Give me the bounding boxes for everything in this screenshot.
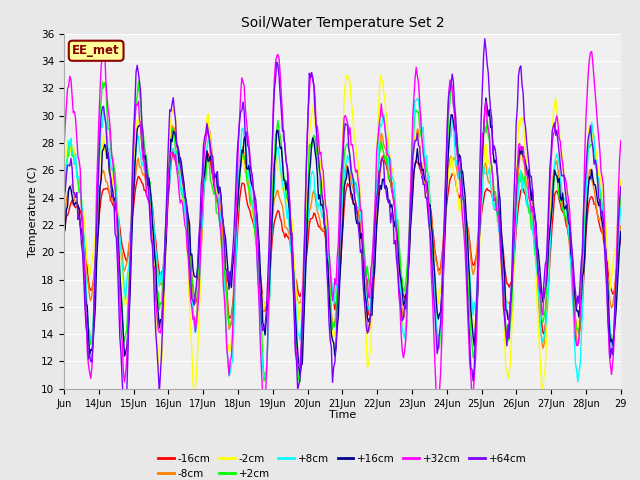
+32cm <box>373 148 381 154</box>
+64cm <box>120 406 128 411</box>
-2cm <box>401 305 408 311</box>
+8cm <box>617 204 625 210</box>
+8cm <box>399 328 406 334</box>
+32cm <box>101 48 109 53</box>
-2cm <box>296 308 304 313</box>
+8cm <box>574 379 582 384</box>
+16cm <box>234 208 241 214</box>
Title: Soil/Water Temperature Set 2: Soil/Water Temperature Set 2 <box>241 16 444 30</box>
+16cm <box>399 302 407 308</box>
-2cm <box>234 189 242 195</box>
-2cm <box>190 392 198 398</box>
+32cm <box>617 138 625 144</box>
-16cm <box>540 331 548 337</box>
Line: -16cm: -16cm <box>64 149 621 334</box>
-16cm <box>568 265 576 271</box>
+16cm <box>470 343 478 349</box>
+64cm <box>296 376 304 382</box>
+64cm <box>470 363 478 369</box>
+16cm <box>568 258 576 264</box>
+8cm <box>413 96 421 101</box>
-8cm <box>470 267 478 273</box>
Text: EE_met: EE_met <box>72 44 120 57</box>
-8cm <box>234 195 242 201</box>
+64cm <box>399 315 407 321</box>
-2cm <box>617 177 625 182</box>
+64cm <box>481 36 488 42</box>
+2cm <box>134 79 142 84</box>
-2cm <box>568 264 576 270</box>
-8cm <box>60 224 68 230</box>
+16cm <box>373 223 381 228</box>
-2cm <box>374 125 381 131</box>
+8cm <box>60 197 68 203</box>
-16cm <box>296 294 304 300</box>
+8cm <box>295 331 303 337</box>
+16cm <box>482 95 490 101</box>
-16cm <box>234 217 242 223</box>
-8cm <box>168 122 176 128</box>
+32cm <box>234 141 242 147</box>
+2cm <box>568 268 576 274</box>
+32cm <box>568 263 576 268</box>
+32cm <box>433 403 441 408</box>
Line: +64cm: +64cm <box>64 39 621 408</box>
+2cm <box>234 187 242 193</box>
-16cm <box>170 146 177 152</box>
-8cm <box>568 278 576 284</box>
+2cm <box>472 338 479 344</box>
+64cm <box>568 246 576 252</box>
+64cm <box>373 195 381 201</box>
+2cm <box>374 183 381 189</box>
+2cm <box>617 189 625 194</box>
Line: +32cm: +32cm <box>64 50 621 406</box>
Legend: -16cm, -8cm, -2cm, +2cm, +8cm, +16cm, +32cm, +64cm: -16cm, -8cm, -2cm, +2cm, +8cm, +16cm, +3… <box>154 449 531 480</box>
+32cm <box>472 357 479 363</box>
-16cm <box>373 218 381 224</box>
Line: -8cm: -8cm <box>64 125 621 348</box>
+2cm <box>296 379 304 385</box>
+8cm <box>234 216 241 221</box>
-2cm <box>60 181 68 187</box>
+16cm <box>617 228 625 234</box>
+2cm <box>60 204 68 210</box>
Y-axis label: Temperature (C): Temperature (C) <box>28 166 38 257</box>
Line: +8cm: +8cm <box>64 98 621 382</box>
+16cm <box>60 230 68 236</box>
+16cm <box>295 364 303 370</box>
-8cm <box>617 223 625 228</box>
-16cm <box>399 292 407 298</box>
+8cm <box>567 261 575 266</box>
+8cm <box>470 300 478 305</box>
+32cm <box>399 355 407 360</box>
-8cm <box>373 201 381 207</box>
+2cm <box>401 287 408 292</box>
+8cm <box>372 210 380 216</box>
-2cm <box>342 72 350 78</box>
+32cm <box>296 363 304 369</box>
+16cm <box>296 372 304 378</box>
-16cm <box>470 262 478 267</box>
+64cm <box>617 183 625 189</box>
+64cm <box>60 192 68 198</box>
Line: -2cm: -2cm <box>64 75 621 395</box>
-8cm <box>296 300 304 306</box>
-16cm <box>60 229 68 235</box>
-8cm <box>539 346 547 351</box>
-16cm <box>617 233 625 239</box>
-2cm <box>472 317 479 323</box>
-8cm <box>399 315 407 321</box>
Line: +16cm: +16cm <box>64 98 621 375</box>
+64cm <box>234 135 242 141</box>
+2cm <box>298 364 305 370</box>
Line: +2cm: +2cm <box>64 82 621 382</box>
+32cm <box>60 147 68 153</box>
X-axis label: Time: Time <box>329 410 356 420</box>
